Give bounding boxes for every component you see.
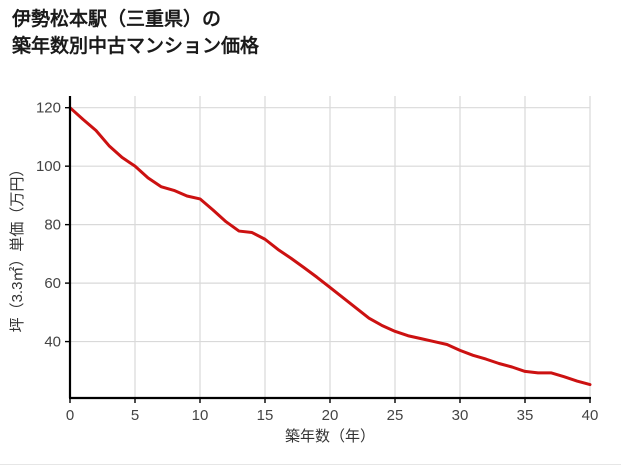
svg-text:35: 35 [517,407,534,424]
price-line-series [68,106,592,387]
x-tick-marks [69,398,591,403]
svg-text:60: 60 [44,275,61,292]
svg-text:80: 80 [44,217,61,234]
y-gridlines [70,107,590,343]
y-axis-title: 坪（3.3㎡）単価（万円） [9,162,26,333]
chart-title: 伊勢松本駅（三重県）の 築年数別中古マンション価格 [12,9,260,57]
x-axis-title: 築年数（年） [285,427,375,445]
svg-text:40: 40 [582,407,599,424]
svg-text:100: 100 [36,158,61,175]
svg-text:10: 10 [192,407,209,424]
svg-text:30: 30 [452,407,469,424]
y-tick-labels: 40 60 80 100 120 [36,100,61,351]
x-gridlines [134,96,591,398]
svg-text:120: 120 [36,100,61,117]
svg-text:15: 15 [257,407,274,424]
svg-text:20: 20 [322,407,339,424]
y-tick-marks [65,106,70,343]
svg-text:40: 40 [44,334,61,351]
svg-text:25: 25 [387,407,404,424]
svg-text:0: 0 [66,407,74,424]
x-tick-labels: 0 5 10 15 20 25 30 35 40 [66,407,599,424]
svg-text:5: 5 [131,407,139,424]
